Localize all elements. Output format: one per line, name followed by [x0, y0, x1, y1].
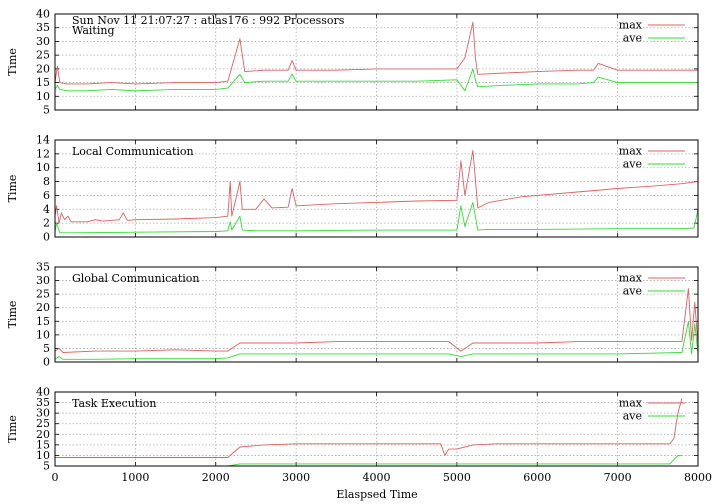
- y-tick-label: 8: [43, 175, 50, 188]
- y-axis-label: Time: [6, 415, 19, 443]
- y-tick-label: 20: [36, 428, 50, 441]
- y-tick-label: 0: [43, 356, 50, 369]
- x-tick-label: 1000: [121, 471, 149, 484]
- legend-label-max: max: [619, 19, 643, 32]
- y-tick-label: 30: [36, 35, 50, 48]
- y-tick-label: 35: [36, 261, 50, 274]
- y-tick-label: 10: [36, 328, 50, 341]
- panel-title: Global Communication: [72, 272, 200, 285]
- y-tick-label: 0: [43, 231, 50, 244]
- y-tick-label: 40: [36, 8, 50, 21]
- legend-label-ave: ave: [623, 158, 642, 171]
- legend-label-ave: ave: [623, 410, 642, 423]
- y-tick-label: 4: [43, 203, 50, 216]
- y-tick-label: 10: [36, 449, 50, 462]
- y-axis-label: Time: [6, 48, 19, 76]
- y-tick-label: 15: [36, 438, 50, 451]
- series-line-ave: [54, 68, 698, 92]
- figure-header: Sun Nov 11 21:07:27 : atlas176 : 992 Pro…: [72, 14, 345, 27]
- legend-label-ave: ave: [623, 32, 642, 45]
- y-tick-label: 5: [43, 342, 50, 355]
- legend-label-max: max: [619, 397, 643, 410]
- plot-frame: [54, 139, 699, 238]
- y-tick-label: 25: [36, 417, 50, 430]
- y-tick-label: 10: [36, 90, 50, 103]
- series-line-max: [54, 21, 698, 85]
- y-tick-label: 2: [43, 217, 50, 230]
- series-line-ave: [54, 201, 699, 234]
- y-tick-label: 30: [36, 407, 50, 420]
- panel-title: Task Execution: [72, 397, 156, 410]
- y-tick-label: 5: [43, 460, 50, 473]
- y-tick-label: 12: [36, 147, 50, 160]
- y-tick-label: 30: [36, 274, 50, 287]
- plot-frame: [54, 266, 699, 363]
- x-tick-label: 6000: [523, 471, 551, 484]
- panel-title: Waiting: [72, 24, 115, 37]
- series-line-max: [54, 288, 699, 353]
- series-line-max: [54, 149, 699, 224]
- y-tick-label: 15: [36, 315, 50, 328]
- plot-frame: [54, 391, 699, 467]
- legend-label-max: max: [619, 145, 643, 158]
- panel-title: Local Communication: [72, 145, 194, 158]
- y-tick-label: 20: [36, 62, 50, 75]
- legend-label-max: max: [619, 272, 643, 285]
- x-tick-label: 7000: [604, 471, 632, 484]
- x-tick-label: 0: [52, 471, 59, 484]
- x-tick-label: 2000: [202, 471, 230, 484]
- y-tick-label: 15: [36, 76, 50, 89]
- y-tick-label: 14: [36, 134, 50, 147]
- y-tick-label: 6: [43, 189, 50, 202]
- x-axis-label: Elaspsed Time: [336, 488, 417, 501]
- y-tick-label: 40: [36, 386, 50, 399]
- x-tick-label: 5000: [443, 471, 471, 484]
- y-tick-label: 35: [36, 21, 50, 34]
- y-axis-label: Time: [6, 175, 19, 203]
- plot-frame: [54, 13, 699, 111]
- y-tick-label: 10: [36, 161, 50, 174]
- y-tick-label: 25: [36, 49, 50, 62]
- y-tick-label: 35: [36, 396, 50, 409]
- y-tick-label: 5: [43, 104, 50, 117]
- y-tick-label: 20: [36, 301, 50, 314]
- legend-label-ave: ave: [623, 285, 642, 298]
- series-line-ave: [55, 454, 682, 467]
- y-tick-label: 25: [36, 288, 50, 301]
- x-tick-label: 3000: [282, 471, 310, 484]
- series-line-ave: [54, 320, 699, 360]
- series-line-max: [55, 398, 683, 458]
- x-tick-label: 8000: [684, 471, 712, 484]
- y-axis-label: Time: [6, 301, 19, 329]
- x-tick-label: 4000: [363, 471, 391, 484]
